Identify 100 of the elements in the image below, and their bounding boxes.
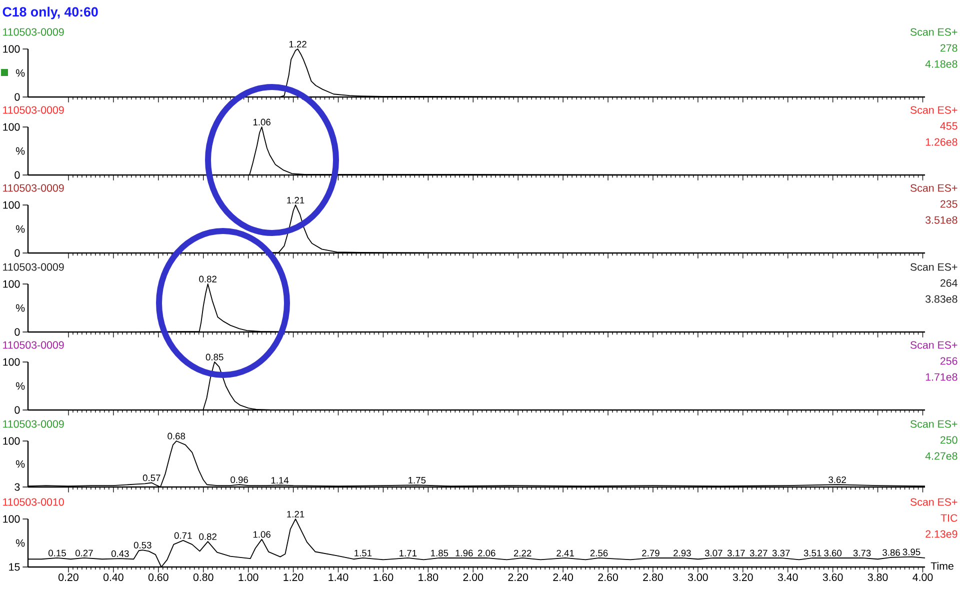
annotation: 0.82 [199, 276, 216, 282]
chart-subtitle: 110503-0009 [3, 184, 64, 192]
y-tick-label: 0 [14, 93, 20, 101]
text: TIC [940, 514, 958, 522]
x-tick-label: 1.20 [284, 574, 304, 582]
annotation: 3.73 [853, 550, 871, 556]
annotation: 0.57 [142, 474, 160, 482]
x-tick-label: 0.40 [103, 574, 124, 582]
text: 250 [940, 436, 958, 444]
x-axis-title: Time [930, 562, 954, 570]
y-tick-label: 100 [3, 280, 20, 288]
text: Scan ES+ [910, 341, 958, 349]
annotation: 0.27 [75, 550, 93, 556]
annotation: 2.06 [478, 550, 496, 556]
annotation: 1.85 [431, 550, 448, 556]
annotation: 0.15 [48, 550, 66, 556]
y-tick-label: 0 [14, 249, 20, 257]
y-tick-label: 3 [14, 483, 20, 491]
x-tick-label: 2.80 [643, 574, 663, 582]
annotation: 1.51 [354, 550, 372, 556]
annotation: 1.06 [253, 531, 270, 538]
text: 264 [940, 279, 958, 287]
y-axis-title: % [16, 225, 25, 233]
annotation: 0.68 [168, 432, 186, 440]
annotation: 1.71 [400, 550, 417, 556]
text: Scan ES+ [910, 106, 958, 114]
x-tick-label: 1.60 [374, 574, 394, 582]
text: 4.27e8 [925, 452, 958, 460]
annotation: 3.51 [804, 550, 822, 556]
text: 278 [940, 44, 958, 52]
text: 4.18e8 [925, 60, 958, 68]
annotation: 2.41 [556, 550, 574, 556]
text: 1.71e8 [926, 373, 958, 381]
chart-subtitle: 110503-0009 [3, 106, 64, 114]
annotation: 3.27 [750, 550, 768, 556]
y-tick-label: 15 [9, 563, 20, 571]
y-tick-label: 100 [3, 201, 20, 209]
annotation: 2.79 [642, 550, 660, 556]
y-tick-label: 100 [3, 358, 20, 366]
x-tick-label: 3.80 [868, 574, 888, 582]
annotation: 2.22 [514, 550, 532, 556]
annotation: 3.17 [727, 550, 745, 556]
y-axis-title: % [16, 147, 25, 155]
annotation: 0.85 [206, 354, 224, 360]
y-tick-label: 100 [3, 437, 20, 445]
text: 3.83e8 [926, 295, 958, 303]
annotation: 1.14 [271, 477, 289, 484]
x-tick-label: 0.60 [148, 574, 168, 582]
y-axis-title: % [16, 69, 25, 77]
annotation: 0.82 [199, 533, 216, 540]
annotation: 3.86 [882, 549, 900, 556]
x-tick-label: 2.20 [508, 574, 528, 582]
y-axis-title: % [16, 460, 25, 468]
chart-subtitle: 110503-0009 [3, 263, 64, 271]
text: 256 [940, 357, 958, 365]
annotation: 2.56 [590, 550, 608, 556]
annotation: 1.22 [289, 40, 306, 48]
chart-subtitle: 110503-0010 [3, 498, 64, 506]
x-tick-label: 1.80 [418, 574, 438, 582]
y-tick-label: 100 [3, 123, 20, 131]
x-tick-label: 3.60 [822, 574, 843, 582]
chart-subtitle: 110503-0009 [3, 420, 64, 428]
annotation: 1.75 [408, 477, 426, 484]
chart-subtitle: 110503-0009 [3, 28, 64, 36]
x-tick-label: 1.40 [328, 574, 348, 582]
annotation: 3.95 [902, 548, 920, 556]
annotation: 3.62 [828, 476, 846, 484]
annotation: 0.96 [230, 476, 248, 484]
annotation: 1.96 [456, 550, 473, 556]
annotation: 1.21 [287, 510, 304, 518]
x-tick-label: 1.00 [238, 574, 258, 582]
text: Scan ES+ [910, 184, 958, 192]
chart-subtitle: 110503-0009 [3, 341, 64, 349]
annotation: 0.71 [174, 532, 192, 539]
annotation: 1.21 [287, 196, 304, 204]
x-tick-label: 2.40 [553, 574, 574, 582]
x-tick-label: 3.00 [688, 574, 708, 582]
x-tick-label: 2.00 [463, 574, 484, 582]
y-tick-label: 100 [3, 515, 20, 523]
annotation: 2.93 [674, 550, 691, 556]
y-tick-label: 0 [14, 328, 20, 336]
y-tick-label: 0 [14, 171, 20, 179]
text: 1.26e8 [926, 138, 958, 146]
x-tick-label: 2.60 [598, 574, 618, 582]
text: 235 [940, 200, 958, 208]
text: 455 [940, 122, 958, 130]
text: Scan ES+ [910, 263, 958, 271]
annotation: 3.37 [772, 550, 790, 556]
y-tick-label: 100 [3, 45, 20, 53]
annotation: 1.06 [253, 118, 270, 126]
text: 2.13e9 [926, 530, 958, 538]
x-tick-label: 0.20 [58, 574, 78, 582]
text: Scan ES+ [910, 28, 958, 36]
annotation: 3.60 [824, 550, 842, 556]
y-axis-title: % [16, 539, 25, 547]
y-tick-label: 0 [14, 406, 20, 414]
y-axis-title: % [16, 304, 25, 312]
x-tick-label: 3.20 [732, 574, 753, 582]
annotation: 3.07 [704, 550, 722, 556]
chart-title: C18 only, 40:60 [2, 6, 98, 20]
